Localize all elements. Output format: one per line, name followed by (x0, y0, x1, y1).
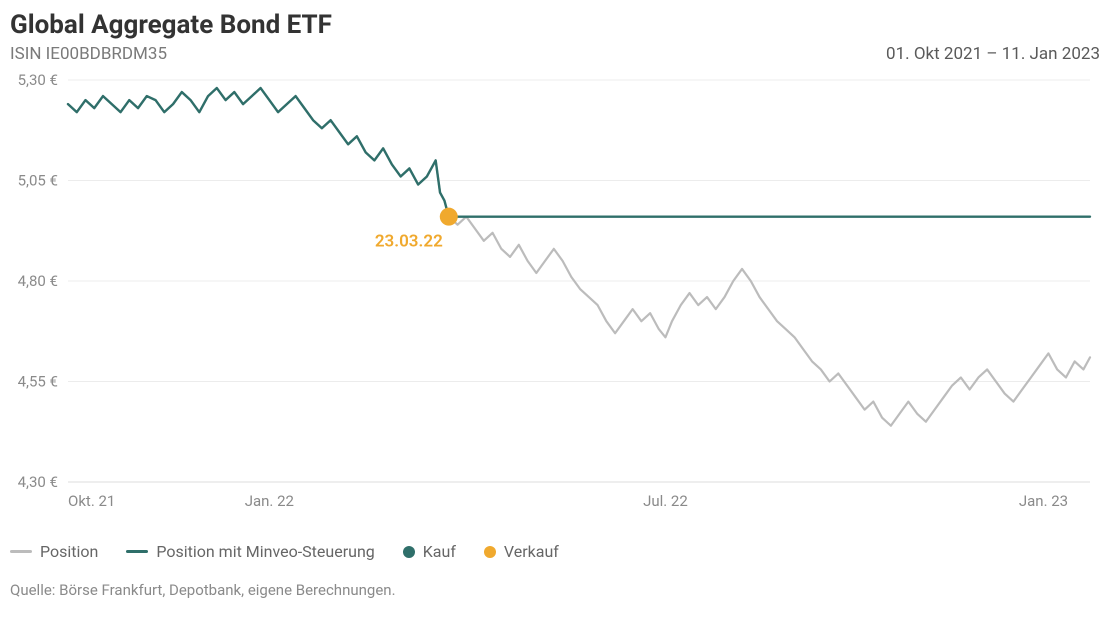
legend-position-label: Position (40, 542, 98, 561)
legend-managed: Position mit Minveo-Steuerung (126, 542, 374, 561)
legend-managed-label: Position mit Minveo-Steuerung (156, 542, 374, 561)
svg-text:Jan. 22: Jan. 22 (245, 492, 294, 510)
legend-sell: Verkauf (484, 542, 559, 561)
legend-buy: Kauf (403, 542, 456, 561)
svg-text:4,80 €: 4,80 € (18, 272, 58, 290)
svg-text:Okt. 21: Okt. 21 (68, 492, 115, 510)
page-title: Global Aggregate Bond ETF (10, 10, 332, 40)
legend-buy-label: Kauf (423, 542, 456, 561)
legend-position: Position (10, 542, 98, 561)
legend-position-swatch (10, 550, 32, 553)
legend-managed-swatch (126, 550, 148, 553)
svg-text:Jul. 22: Jul. 22 (643, 492, 688, 510)
svg-text:Jan. 23: Jan. 23 (1019, 492, 1068, 510)
legend: Position Position mit Minveo-Steuerung K… (10, 542, 1100, 561)
svg-text:4,30 €: 4,30 € (18, 473, 58, 491)
price-chart: 5,30 € 5,05 € 4,80 € 4,55 € 4,30 € Okt. 21 Jan… (10, 72, 1100, 532)
svg-text:4,55 €: 4,55 € (18, 373, 58, 391)
svg-text:5,30 €: 5,30 € (18, 72, 58, 89)
svg-text:23.03.22: 23.03.22 (375, 232, 443, 252)
isin-label: ISIN IE00BDBRDM35 (10, 44, 167, 64)
chart-svg: 5,30 € 5,05 € 4,80 € 4,55 € 4,30 € Okt. 21 Jan… (10, 72, 1100, 532)
legend-sell-swatch (484, 546, 496, 558)
svg-text:5,05 €: 5,05 € (18, 172, 58, 190)
date-range-label: 01. Okt 2021 – 11. Jan 2023 (886, 44, 1100, 64)
legend-sell-label: Verkauf (504, 542, 559, 561)
source-note: Quelle: Börse Frankfurt, Depotbank, eige… (10, 581, 1100, 599)
legend-buy-swatch (403, 546, 415, 558)
